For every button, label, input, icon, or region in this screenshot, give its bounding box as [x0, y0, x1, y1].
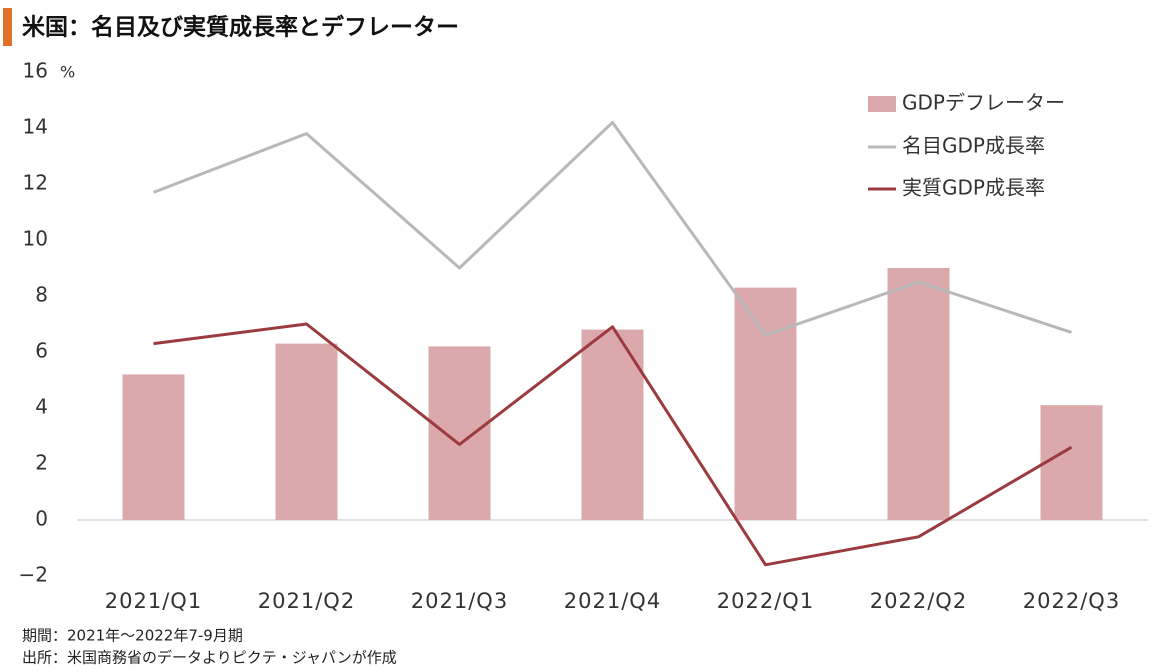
bar — [887, 268, 950, 520]
y-tick-label: 12 — [23, 171, 48, 195]
y-tick-label: 8 — [35, 283, 48, 307]
x-tick-label: 2022/Q3 — [1023, 589, 1120, 613]
y-tick-label: 0 — [35, 507, 48, 531]
legend-label: 実質GDP成長率 — [902, 176, 1045, 200]
x-tick-label: 2021/Q1 — [105, 589, 202, 613]
bar — [275, 343, 338, 520]
x-tick-label: 2022/Q1 — [717, 589, 814, 613]
y-tick-label: 4 — [35, 395, 48, 419]
y-tick-label: 10 — [23, 227, 48, 251]
x-tick-label: 2022/Q2 — [870, 589, 967, 613]
legend-swatch — [868, 96, 896, 112]
y-tick-label: 2 — [35, 451, 48, 475]
x-tick-label: 2021/Q2 — [258, 589, 355, 613]
y-unit: % — [60, 63, 75, 82]
legend-label: 名目GDP成長率 — [902, 134, 1045, 158]
chart-title: 米国：名目及び実質成長率とデフレーター — [22, 14, 459, 41]
y-tick-label: 14 — [23, 115, 48, 139]
note: 出所：米国商務省のデータよりピクテ・ジャパンが作成 — [22, 649, 397, 667]
note: 期間：2021年～2022年7-9月期 — [22, 627, 243, 645]
y-tick-label: −2 — [19, 563, 48, 587]
y-tick-label: 16 — [23, 59, 48, 83]
x-tick-label: 2021/Q3 — [411, 589, 508, 613]
bar — [122, 374, 185, 520]
bar — [428, 346, 491, 520]
bar — [734, 287, 797, 520]
title-marker — [3, 8, 12, 46]
x-tick-label: 2021/Q4 — [564, 589, 661, 613]
bar — [1040, 405, 1103, 520]
line — [153, 322, 1073, 567]
line — [152, 120, 1072, 337]
legend-label: GDPデフレーター — [902, 91, 1065, 115]
y-tick-label: 6 — [35, 339, 48, 363]
